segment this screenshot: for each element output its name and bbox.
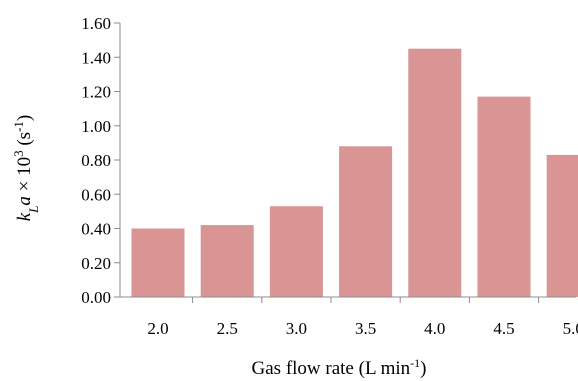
y-tick-label: 1.20 (81, 83, 111, 102)
y-tick-label: 0.80 (81, 151, 111, 170)
y-tick-label: 0.40 (81, 220, 111, 239)
y-tick-label: 0.20 (81, 254, 111, 273)
bar-2-5 (200, 225, 254, 297)
x-tick-label: 3.5 (355, 319, 376, 338)
bars (131, 48, 578, 297)
bar-3-0 (269, 206, 323, 297)
y-axis: 0.00 0.20 0.40 0.60 0.80 1.00 1.20 1.40 1.60 (81, 14, 121, 307)
x-axis-title: Gas flow rate (L min-1) (252, 356, 427, 379)
y-tick-label: 1.40 (81, 48, 111, 67)
bar-4-0 (408, 48, 462, 297)
x-tick-label: 3.0 (286, 319, 307, 338)
bar-3-5 (339, 146, 393, 297)
bar-5-0 (546, 154, 578, 297)
x-tick-label: 2.0 (147, 319, 168, 338)
x-tick-label: 4.0 (424, 319, 445, 338)
y-axis-title: kLa × 103 (s-1) (11, 115, 41, 222)
y-tick-label: 1.00 (81, 117, 111, 136)
x-axis: 2.0 2.5 3.0 3.5 4.0 4.5 5.0 (120, 296, 578, 338)
bar-2-0 (131, 228, 185, 297)
y-tick-label: 1.60 (81, 14, 111, 33)
x-tick-label: 4.5 (493, 319, 514, 338)
bar-4-5 (477, 96, 531, 297)
y-tick-label: 0.60 (81, 185, 111, 204)
x-tick-label: 5.0 (563, 319, 578, 338)
y-tick-label: 0.00 (81, 288, 111, 307)
x-tick-label: 2.5 (217, 319, 238, 338)
